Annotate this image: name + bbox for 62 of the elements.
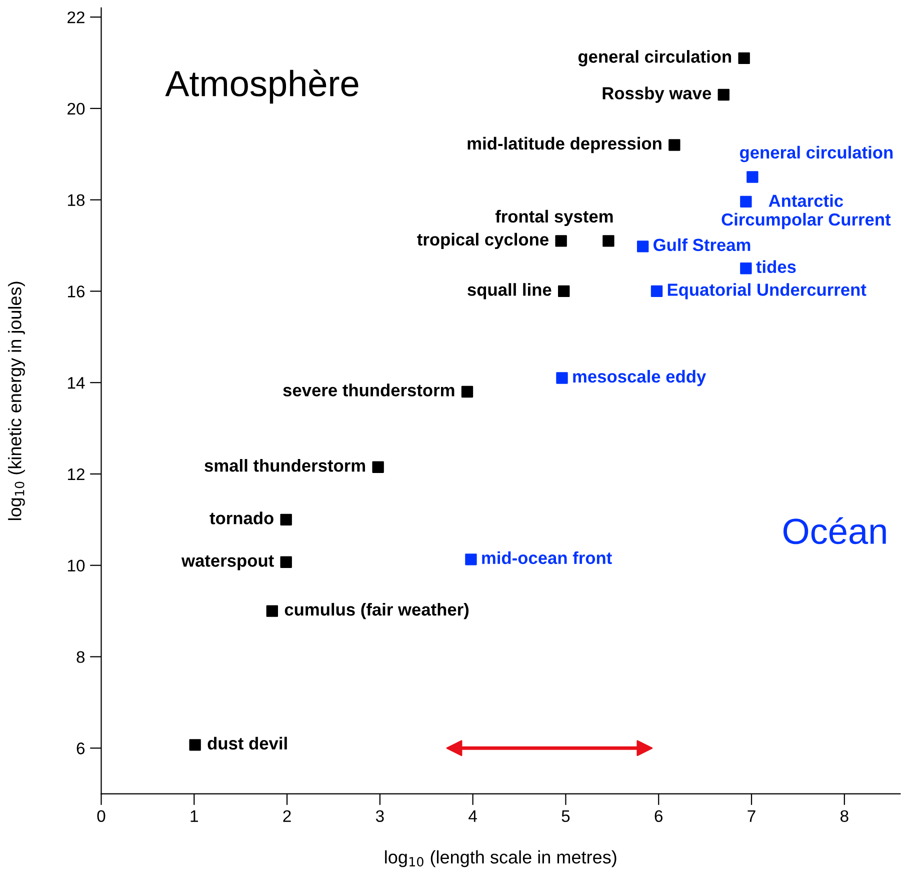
point [446, 740, 462, 756]
data-label: tides [756, 260, 796, 274]
point [602, 235, 614, 247]
point [189, 739, 201, 751]
point [461, 386, 474, 398]
y-tick-label: 16 [68, 286, 85, 298]
x-tick-label: 4 [468, 810, 477, 822]
point [372, 461, 384, 473]
point [636, 240, 649, 252]
point [740, 196, 752, 208]
x-tick-label: 5 [562, 810, 570, 822]
point [555, 235, 567, 247]
legend-label: Atmosphère [165, 69, 358, 104]
x-axis-title: log$_{10}$ (length scale in metres) [385, 850, 616, 868]
x-tick-label: 0 [97, 810, 106, 822]
y-tick-label: 10 [68, 560, 85, 572]
data-label: Rossby wave [602, 86, 712, 103]
data-label: general circulation [578, 50, 732, 66]
point [668, 139, 680, 151]
data-label: general circulation [740, 146, 893, 162]
y-tick-label: 18 [68, 194, 85, 206]
x-tick-label: 8 [840, 810, 848, 822]
data-label: tornado [210, 512, 274, 524]
data-label: cumulus (fair weather) [284, 602, 469, 620]
point [280, 556, 292, 568]
data-label: mid-latitude depression [468, 136, 662, 154]
y-tick-label: 6 [76, 742, 85, 754]
y-tick-label: 8 [76, 651, 85, 663]
data-label: small thunderstorm [204, 459, 365, 472]
text: Océan [783, 517, 886, 544]
point [740, 262, 752, 274]
y-tick-label: 20 [68, 102, 85, 115]
point [738, 52, 750, 64]
data-label: Gulf Stream [654, 238, 750, 252]
data-label: mid-ocean front [482, 551, 612, 564]
y-tick-label: 14 [68, 377, 85, 389]
data-label: frontal system [495, 210, 613, 226]
data-label: squall line [468, 283, 552, 300]
x-tick-label: 1 [190, 810, 198, 822]
y-tick-label: 12 [68, 468, 84, 480]
point [718, 88, 730, 101]
point [558, 285, 570, 298]
point [650, 285, 663, 298]
x-tick-label: 2 [283, 810, 291, 822]
data-label: waterspout [181, 555, 274, 570]
point [556, 372, 568, 384]
data-label: Antarctic Circumpolar Current [722, 194, 891, 230]
y-tick-label: 22 [68, 11, 84, 24]
x-tick-label: 3 [376, 810, 384, 822]
data-label: tropical cyclone [417, 232, 548, 250]
y-axis-title: log$_{10}$ (kinetic energy in joules) [8, 282, 25, 520]
point [465, 554, 477, 566]
point [746, 171, 758, 183]
data-label: severe thunderstorm [283, 384, 454, 396]
x-tick-label: 7 [748, 810, 756, 822]
point [280, 514, 292, 526]
point [636, 740, 653, 756]
point [266, 605, 278, 617]
data-label: mesoscale eddy [573, 370, 706, 386]
x-tick-label: 6 [654, 810, 663, 822]
data-label: dust devil [208, 736, 287, 750]
data-label: Equatorial Undercurrent [668, 283, 866, 300]
